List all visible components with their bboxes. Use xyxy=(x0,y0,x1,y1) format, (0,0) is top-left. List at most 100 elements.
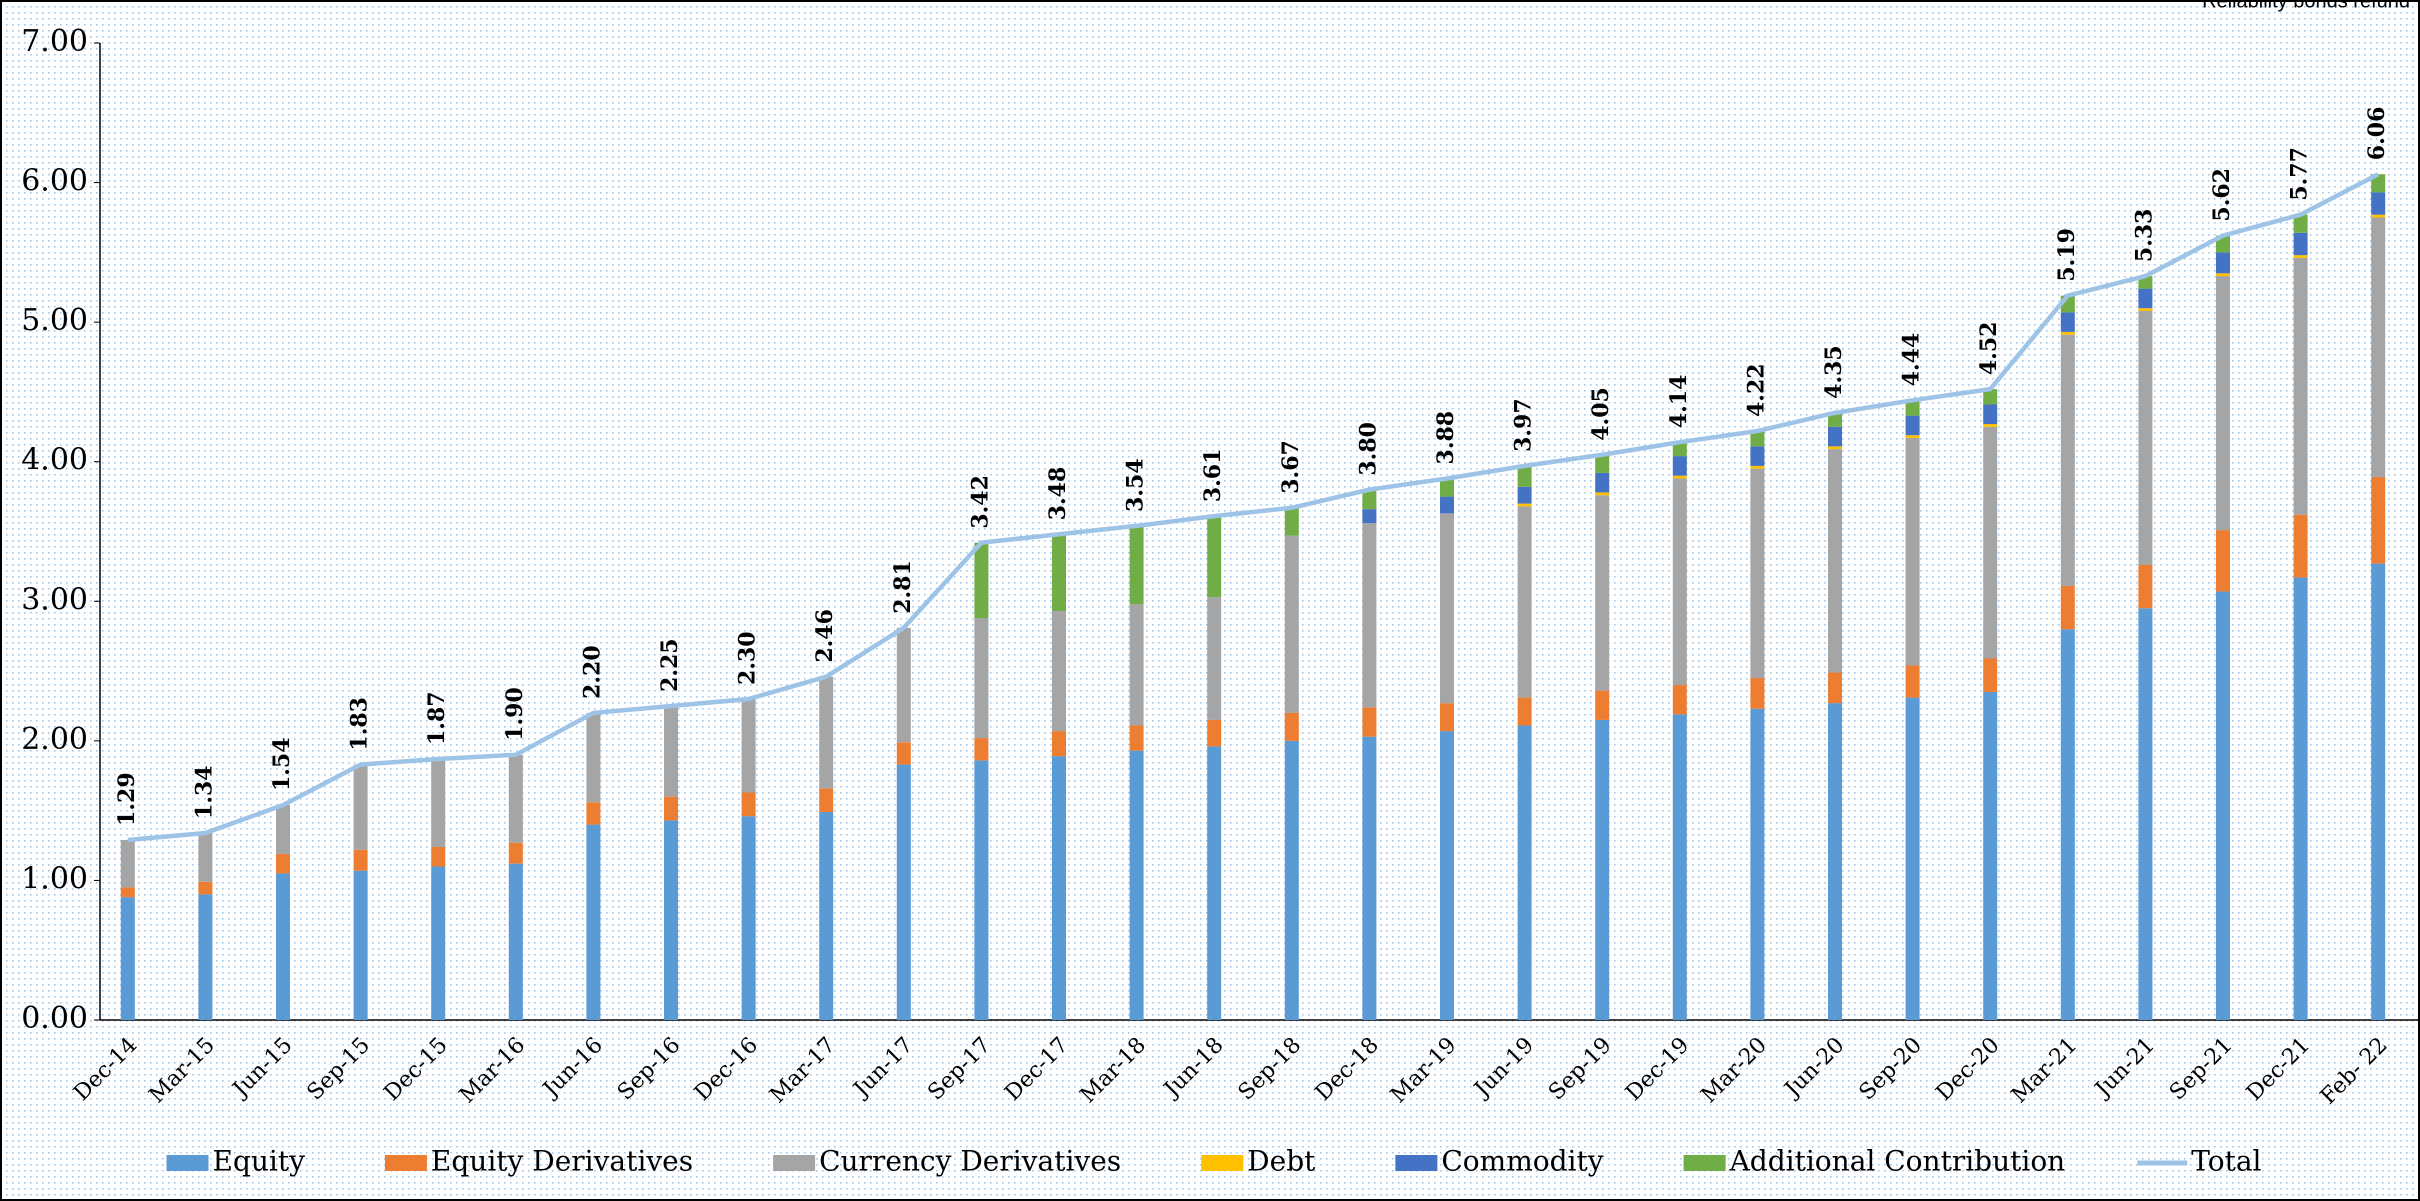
bar-segment xyxy=(1517,506,1532,698)
bar-segment xyxy=(1828,703,1842,1020)
bar-segment xyxy=(120,897,135,1020)
bar-segment xyxy=(741,792,756,817)
bar-segment xyxy=(1284,712,1299,741)
data-label: 2.30 xyxy=(735,631,761,685)
bar-segment xyxy=(1983,692,1998,1020)
bar-segment xyxy=(2293,255,2308,258)
bar-segment xyxy=(2216,273,2230,277)
data-label: 2.25 xyxy=(657,638,683,692)
bar-segment xyxy=(586,712,601,803)
legend-swatch xyxy=(1395,1155,1438,1171)
bar-segment xyxy=(896,764,911,1020)
bar-segment xyxy=(2293,214,2308,233)
bar-segment xyxy=(1207,719,1222,747)
data-label: 5.33 xyxy=(2131,208,2157,262)
bar-segment xyxy=(1440,731,1454,1020)
bar-segment xyxy=(1362,707,1377,737)
bar-segment xyxy=(2060,585,2075,630)
bar-segment xyxy=(2138,564,2153,609)
legend-label: Additional Contribution xyxy=(1729,1145,2066,1178)
bar-segment xyxy=(1517,697,1532,726)
bar-segment xyxy=(2060,629,2075,1020)
bar-segment xyxy=(1672,442,1687,457)
bar-segment xyxy=(2371,563,2386,1020)
bar-segment xyxy=(1905,697,1920,1020)
bar-segment xyxy=(1129,750,1144,1020)
y-tick-label: 2.00 xyxy=(21,722,88,757)
bar-segment xyxy=(1207,597,1222,720)
bar-segment xyxy=(2293,514,2308,578)
bar-segment xyxy=(1052,756,1066,1020)
bar-segment xyxy=(2371,192,2386,215)
bar-segment xyxy=(198,832,213,882)
legend-label: Debt xyxy=(1247,1145,1316,1178)
bar-segment xyxy=(1595,492,1610,496)
bar-segment xyxy=(1362,509,1377,524)
bar-segment xyxy=(431,759,446,847)
bar-segment xyxy=(1672,456,1687,476)
bar-segment xyxy=(1440,513,1454,704)
bar-segment xyxy=(1440,478,1454,497)
data-label: 1.87 xyxy=(424,691,450,745)
bar-segment xyxy=(1595,454,1610,473)
data-label: 5.62 xyxy=(2209,168,2235,222)
bar-segment xyxy=(1828,426,1842,447)
bar-segment xyxy=(198,894,213,1020)
bar-segment xyxy=(2216,252,2230,274)
data-label: 2.46 xyxy=(812,609,838,663)
legend-swatch xyxy=(1201,1155,1244,1171)
bar-segment xyxy=(1362,736,1377,1020)
bar-segment xyxy=(2293,257,2308,515)
bar-segment xyxy=(1905,437,1920,666)
legend-label: Currency Derivatives xyxy=(819,1145,1121,1178)
bar-segment xyxy=(1517,486,1532,504)
y-tick-label: 1.00 xyxy=(21,861,88,896)
bar-segment xyxy=(1983,426,1998,659)
bar-segment xyxy=(1595,472,1610,493)
y-tick-label: 3.00 xyxy=(21,582,88,617)
bar-segment xyxy=(1672,685,1687,715)
bar-segment xyxy=(741,698,756,793)
bar-segment xyxy=(276,805,290,854)
legend-swatch xyxy=(773,1155,816,1171)
bar-segment xyxy=(1983,389,1998,405)
data-label: 1.90 xyxy=(502,687,528,741)
data-label: 3.97 xyxy=(1511,398,1537,452)
bar-segment xyxy=(1517,465,1532,487)
data-label: 4.35 xyxy=(1821,345,1847,399)
bar-segment xyxy=(664,796,678,821)
bar-segment xyxy=(2293,577,2308,1020)
y-tick-label: 6.00 xyxy=(21,164,88,199)
bar-segment xyxy=(508,842,523,864)
bar-segment xyxy=(120,887,135,898)
bar-segment xyxy=(2293,232,2308,256)
bar-segment xyxy=(1517,503,1532,507)
legend-swatch xyxy=(166,1155,209,1171)
bar-segment xyxy=(431,866,446,1020)
bar-segment xyxy=(1517,725,1532,1020)
legend-swatch xyxy=(1683,1155,1726,1171)
bar-segment xyxy=(1672,475,1687,479)
bar-segment xyxy=(1284,740,1299,1020)
bar-segment xyxy=(1905,435,1920,438)
bar-segment xyxy=(2371,217,2386,478)
data-label: 3.61 xyxy=(1200,449,1226,503)
bar-segment xyxy=(120,839,135,888)
data-label: 3.54 xyxy=(1123,458,1149,512)
bar-segment xyxy=(2216,591,2230,1020)
bar-segment xyxy=(1207,746,1222,1020)
data-label: 4.44 xyxy=(1899,333,1925,387)
y-tick-label: 5.00 xyxy=(21,303,88,338)
bar-segment xyxy=(1750,431,1765,447)
data-label: 5.77 xyxy=(2287,147,2313,201)
bar-segment xyxy=(1129,525,1144,605)
bar-segment xyxy=(2060,312,2075,332)
bar-segment xyxy=(1750,468,1765,679)
bar-segment xyxy=(2371,214,2386,218)
bar-segment xyxy=(2216,530,2230,592)
bar-segment xyxy=(353,764,368,850)
bar-segment xyxy=(896,742,911,765)
data-label: 5.19 xyxy=(2054,228,2080,282)
